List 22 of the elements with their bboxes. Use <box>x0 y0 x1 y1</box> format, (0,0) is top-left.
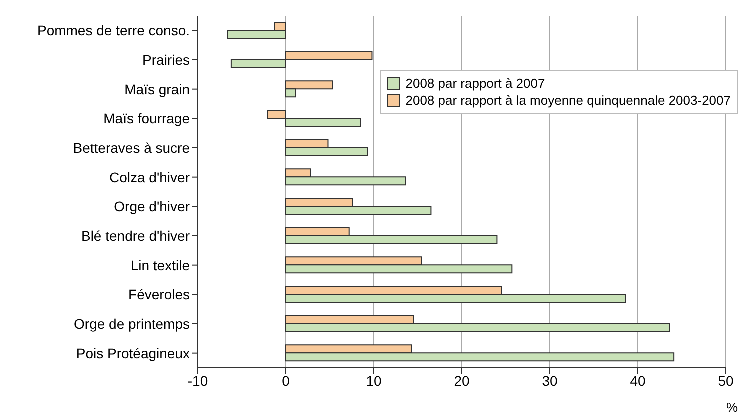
y-tick-label: Blé tendre d'hiver <box>81 228 190 244</box>
legend-label: 2008 par rapport à 2007 <box>406 76 546 91</box>
y-tick-label: Maïs grain <box>124 81 190 98</box>
y-tick-label: Betteraves à sucre <box>73 140 190 156</box>
legend-label: 2008 par rapport à la moyenne quinquennale 2003-2007 <box>406 93 731 108</box>
y-tick-label: Féveroles <box>128 286 190 303</box>
x-tick-label: 20 <box>454 372 470 389</box>
x-tick-label: 30 <box>542 372 558 389</box>
y-tick-label: Colza d'hiver <box>110 169 190 186</box>
y-tick-label: Orge de printemps <box>74 316 190 332</box>
y-tick-label: Prairies <box>142 52 190 68</box>
x-tick-label: -10 <box>188 372 208 389</box>
y-tick-label: Pommes de terre conso. <box>37 22 190 39</box>
y-tick-label: Lin textile <box>130 257 190 274</box>
x-axis-title: % <box>726 400 738 415</box>
x-tick-label: 40 <box>630 372 646 389</box>
y-tick-label: Pois Protéagineux <box>76 345 190 362</box>
x-tick-label: 0 <box>282 372 290 389</box>
y-tick-label: Maïs fourrage <box>104 110 190 127</box>
x-tick-label: 50 <box>718 372 734 389</box>
x-tick-label: 10 <box>366 372 382 389</box>
y-tick-label: Orge d'hiver <box>114 198 190 215</box>
